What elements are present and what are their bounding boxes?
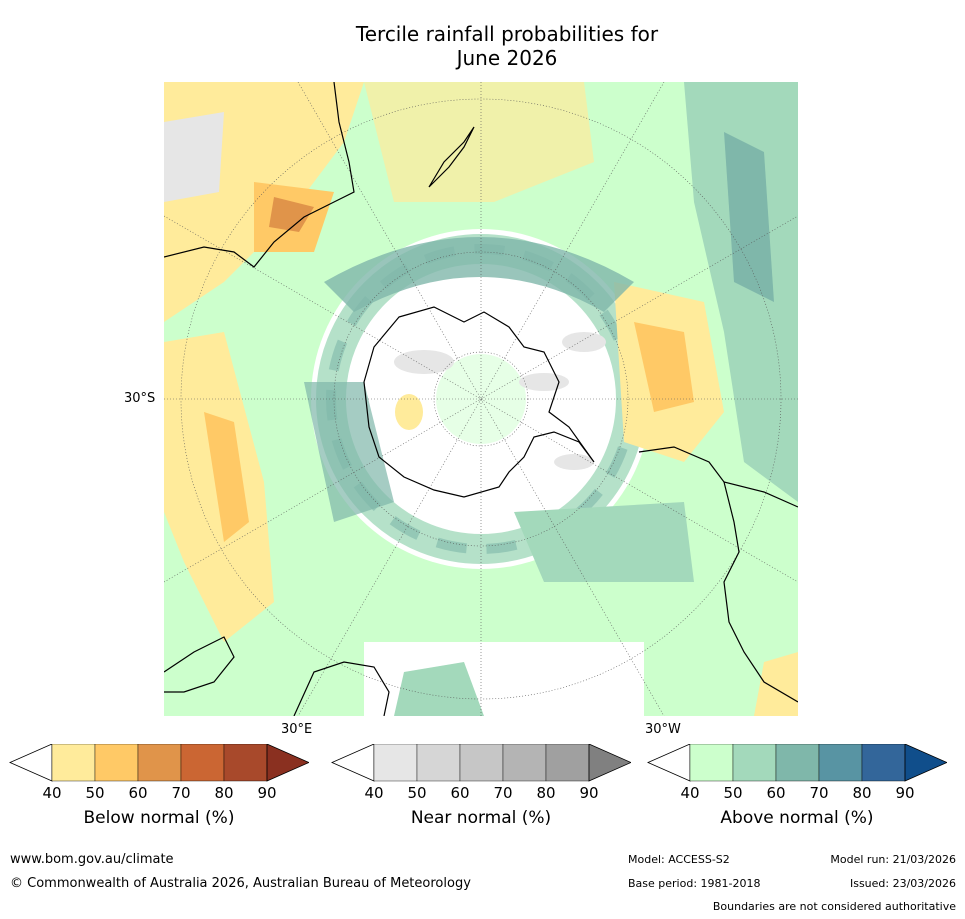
colorbar-above-normal	[647, 744, 947, 782]
model-run: Model run: 21/03/2026	[830, 853, 956, 866]
tick: 40	[680, 784, 700, 802]
tick: 50	[85, 784, 105, 802]
south-america-coast	[638, 446, 798, 703]
rainfall-map	[164, 82, 798, 716]
antarctica-coast	[363, 306, 595, 498]
colorbar-extend-high	[266, 744, 309, 782]
tick: 40	[42, 784, 62, 802]
tick: 60	[128, 784, 148, 802]
ticks-above-normal: 40 50 60 70 80 90	[647, 784, 947, 802]
colorbar-segment	[861, 744, 906, 782]
tick: 90	[579, 784, 599, 802]
colorbar-segment	[732, 744, 777, 782]
graticule	[164, 82, 798, 716]
legend-label-above-normal: Above normal (%)	[720, 808, 874, 828]
title-line-2: June 2026	[456, 46, 558, 70]
tick: 90	[257, 784, 277, 802]
model-name: Model: ACCESS-S2	[628, 853, 730, 866]
tick: 60	[766, 784, 786, 802]
legend-label-below-normal: Below normal (%)	[83, 808, 235, 828]
title-line-1: Tercile rainfall probabilities for	[355, 22, 659, 46]
ticks-below-normal: 40 50 60 70 80 90	[9, 784, 309, 802]
tick: 50	[407, 784, 427, 802]
base-period: Base period: 1981-2018	[628, 877, 761, 890]
tick: 80	[852, 784, 872, 802]
website-link[interactable]: www.bom.gov.au/climate	[10, 852, 174, 867]
colorbar-extend-low	[331, 744, 375, 782]
africa-coast	[164, 636, 390, 716]
tick: 40	[364, 784, 384, 802]
colorbar-near-normal	[331, 744, 631, 782]
colorbar-extend-high	[588, 744, 631, 782]
colorbar-segment	[502, 744, 547, 782]
copyright: © Commonwealth of Australia 2026, Austra…	[10, 876, 471, 891]
colorbar-segment	[545, 744, 590, 782]
issued-date: Issued: 23/03/2026	[849, 877, 956, 890]
legend-label-near-normal: Near normal (%)	[410, 808, 552, 828]
coastlines	[164, 82, 798, 716]
lon-label-30e: 30°E	[281, 722, 313, 737]
colorbar-segment	[180, 744, 225, 782]
lat-label-30s: 30°S	[124, 391, 156, 406]
tick: 70	[809, 784, 829, 802]
colorbar-below-normal	[9, 744, 309, 782]
ticks-near-normal: 40 50 60 70 80 90	[331, 784, 631, 802]
lon-label-30w: 30°W	[645, 722, 681, 737]
tick: 90	[895, 784, 915, 802]
colorbar-extend-low	[9, 744, 53, 782]
colorbar-segment	[775, 744, 820, 782]
tick: 80	[536, 784, 556, 802]
tick: 80	[214, 784, 234, 802]
tick: 70	[493, 784, 513, 802]
colorbar-segment	[94, 744, 139, 782]
colorbar-segment	[689, 744, 734, 782]
tick: 60	[450, 784, 470, 802]
colorbar-segment	[373, 744, 418, 782]
colorbar-segment	[51, 744, 96, 782]
colorbar-segment	[818, 744, 863, 782]
chart-title: Tercile rainfall probabilities for June …	[0, 22, 965, 70]
tick: 70	[171, 784, 191, 802]
colorbar-segment	[459, 744, 504, 782]
tick: 50	[723, 784, 743, 802]
new-zealand-coast	[428, 126, 475, 188]
colorbar-extend-high	[904, 744, 947, 782]
colorbar-segment	[416, 744, 461, 782]
colorbar-segment	[137, 744, 182, 782]
colorbar-segment	[223, 744, 268, 782]
australia-coast	[164, 82, 355, 268]
boundary-disclaimer: Boundaries are not considered authoritat…	[712, 900, 956, 913]
colorbar-extend-low	[647, 744, 691, 782]
